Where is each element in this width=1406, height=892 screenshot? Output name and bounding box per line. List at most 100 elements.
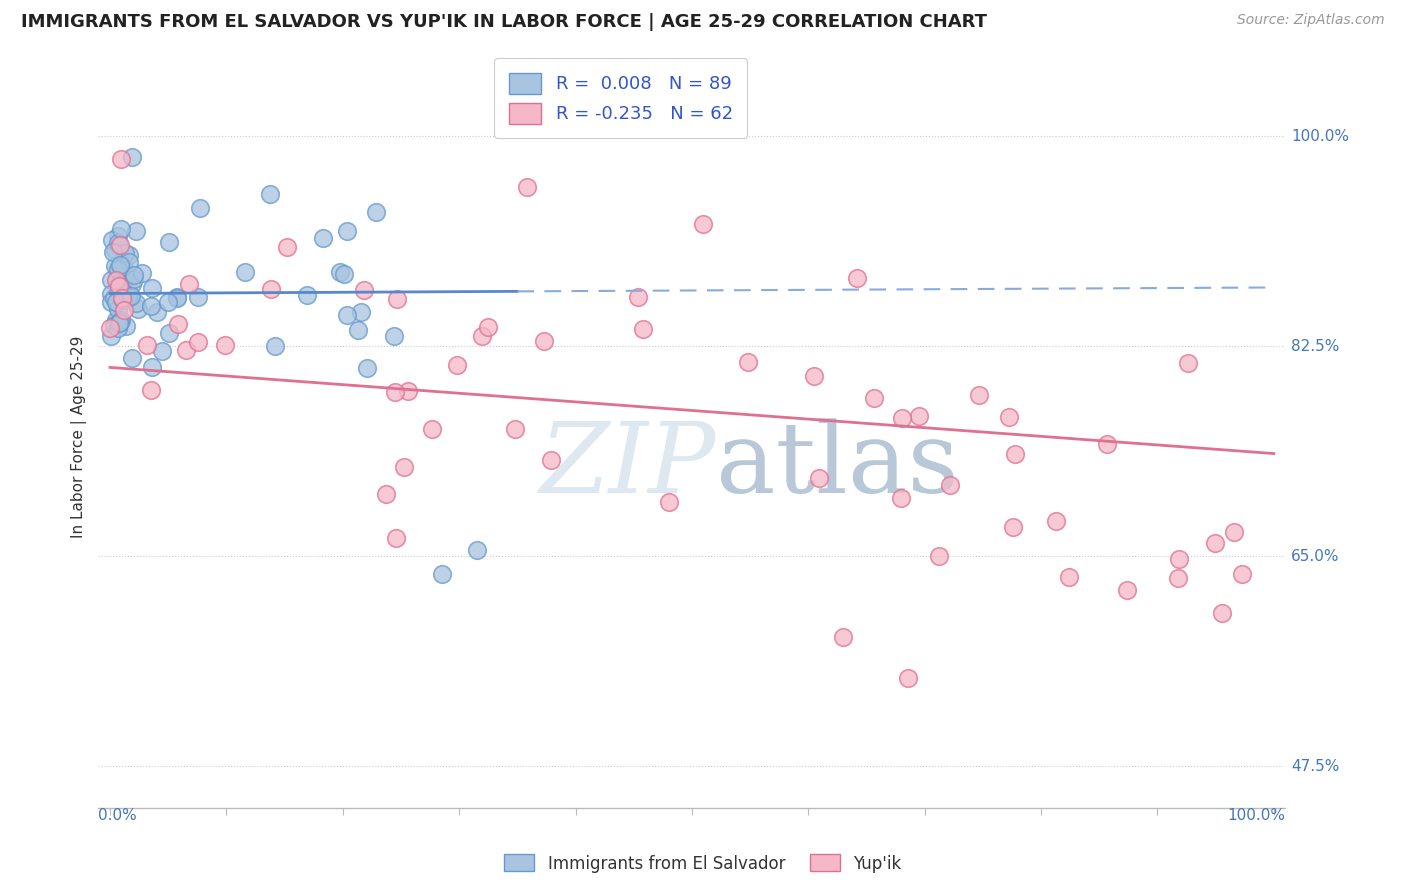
Point [108,315,131,329]
Point [446,359,468,373]
Text: 47.5%: 47.5% [1291,759,1340,774]
Point [110,314,132,328]
Point [1001,519,1024,533]
Point [187,335,209,350]
Point [384,531,406,545]
Point [112,260,135,275]
Point [394,460,416,475]
Point [100,329,122,343]
Point [264,339,287,353]
Point [103,259,125,273]
Point [384,385,406,400]
Point [121,351,143,366]
Point [145,305,167,319]
Point [111,255,134,269]
Point [471,329,494,343]
Point [110,312,132,326]
Point [111,260,134,275]
Point [187,290,209,304]
Point [127,302,149,317]
Point [346,323,368,337]
Point [122,268,145,282]
Point [356,361,378,376]
Point [1045,514,1067,528]
Point [233,265,256,279]
Point [104,313,127,327]
Point [104,294,127,309]
Point [103,244,125,259]
Point [311,231,333,245]
Point [141,360,163,375]
Point [336,308,359,322]
Point [156,295,179,310]
Point [1204,535,1226,549]
Point [188,202,211,216]
Point [108,238,131,252]
Point [108,274,131,288]
Text: 100.0%: 100.0% [1291,128,1350,144]
Point [105,273,128,287]
Point [110,261,132,276]
Point [533,334,555,349]
Point [114,246,136,260]
Point [807,471,830,485]
Text: 0.0%: 0.0% [98,808,138,823]
Point [103,291,125,305]
Point [516,180,538,194]
Point [737,355,759,369]
Point [100,273,122,287]
Point [112,275,135,289]
Point [108,279,131,293]
Point [276,240,298,254]
Point [166,290,188,304]
Text: 65.0%: 65.0% [1291,549,1340,564]
Point [890,491,912,505]
Text: 82.5%: 82.5% [1291,339,1340,354]
Legend: Immigrants from El Salvador, Yup'ik: Immigrants from El Salvador, Yup'ik [498,847,908,880]
Text: atlas: atlas [716,418,959,514]
Point [1211,606,1233,620]
Point [107,236,129,251]
Point [112,303,135,318]
Point [124,295,146,310]
Point [118,291,141,305]
Point [111,268,134,283]
Point [1059,570,1081,584]
Point [336,224,359,238]
Point [422,422,444,436]
Text: Source: ZipAtlas.com: Source: ZipAtlas.com [1237,13,1385,28]
Point [382,329,405,343]
Point [141,300,163,314]
Point [259,187,281,202]
Point [832,631,855,645]
Point [104,273,127,287]
Point [939,478,962,492]
Point [387,292,409,306]
Point [1177,356,1199,370]
Point [1168,552,1191,566]
Point [503,422,526,436]
Point [890,410,912,425]
Point [631,322,654,336]
Point [100,294,122,309]
Point [107,321,129,335]
Point [110,152,132,166]
Point [1116,582,1139,597]
Point [1223,524,1246,539]
Point [167,317,190,331]
Point [1004,446,1026,460]
Point [121,277,143,292]
Point [150,344,173,359]
Point [297,288,319,302]
Point [103,318,125,333]
Point [465,543,488,558]
Point [803,369,825,384]
Point [177,277,200,292]
Point [627,290,650,304]
Point [692,217,714,231]
Point [107,301,129,316]
Point [477,320,499,334]
Point [1097,437,1119,451]
Point [120,289,142,303]
Point [845,271,868,285]
